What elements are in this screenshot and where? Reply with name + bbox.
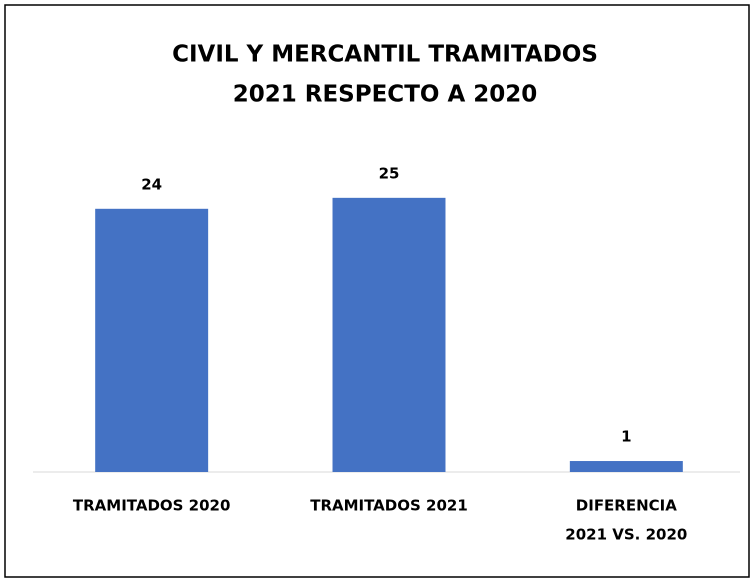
chart-title: 2021 RESPECTO A 2020 <box>233 82 538 108</box>
bar <box>569 461 683 472</box>
x-tick-label: TRAMITADOS 2021 <box>310 497 468 515</box>
x-tick-label: DIFERENCIA <box>576 497 677 515</box>
bar <box>332 197 446 473</box>
data-label: 25 <box>379 164 400 182</box>
bar <box>95 208 209 473</box>
chart-title: CIVIL Y MERCANTIL TRAMITADOS <box>172 42 598 68</box>
data-label: 24 <box>141 175 162 193</box>
data-label: 1 <box>621 428 631 446</box>
x-tick-label: TRAMITADOS 2020 <box>73 497 231 515</box>
x-tick-label: 2021 VS. 2020 <box>565 526 687 544</box>
